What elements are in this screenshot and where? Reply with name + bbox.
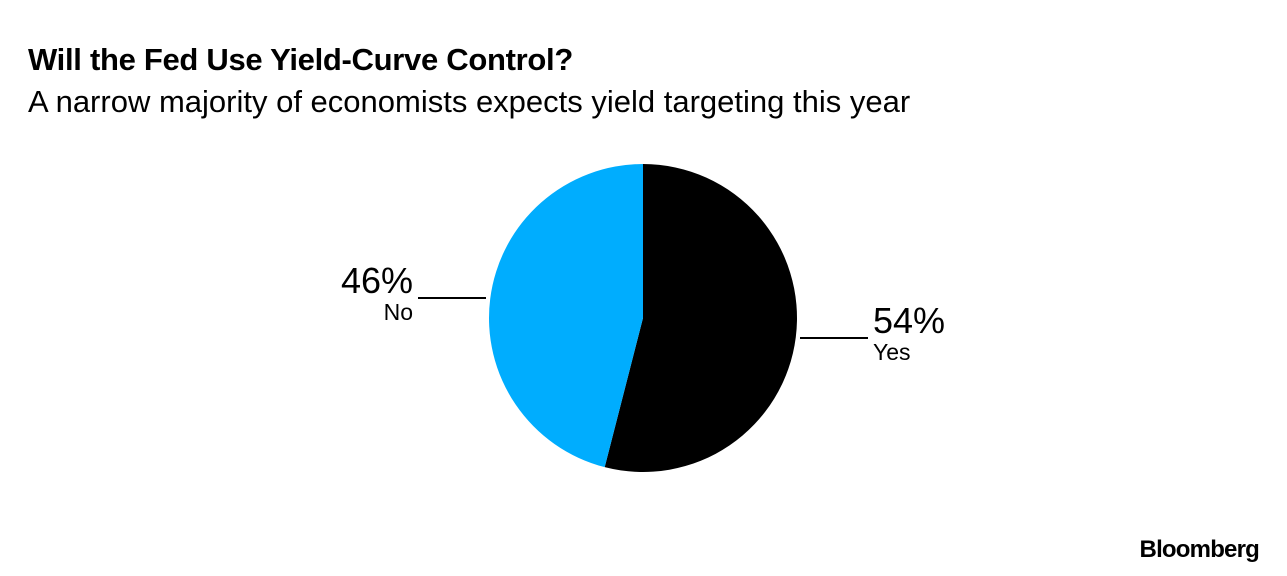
slice-label-no: No (384, 299, 413, 325)
chart-title: Will the Fed Use Yield-Curve Control? (28, 42, 573, 77)
slice-label-yes: Yes (873, 339, 911, 365)
pie-slice-yes (604, 164, 797, 472)
bloomberg-logo: Bloomberg (1139, 536, 1260, 563)
chart-subtitle: A narrow majority of economists expects … (28, 84, 911, 119)
data-label-yes: 54% (873, 300, 945, 341)
pie-slice-no (488, 164, 643, 468)
data-label-no: 46% (341, 260, 413, 301)
